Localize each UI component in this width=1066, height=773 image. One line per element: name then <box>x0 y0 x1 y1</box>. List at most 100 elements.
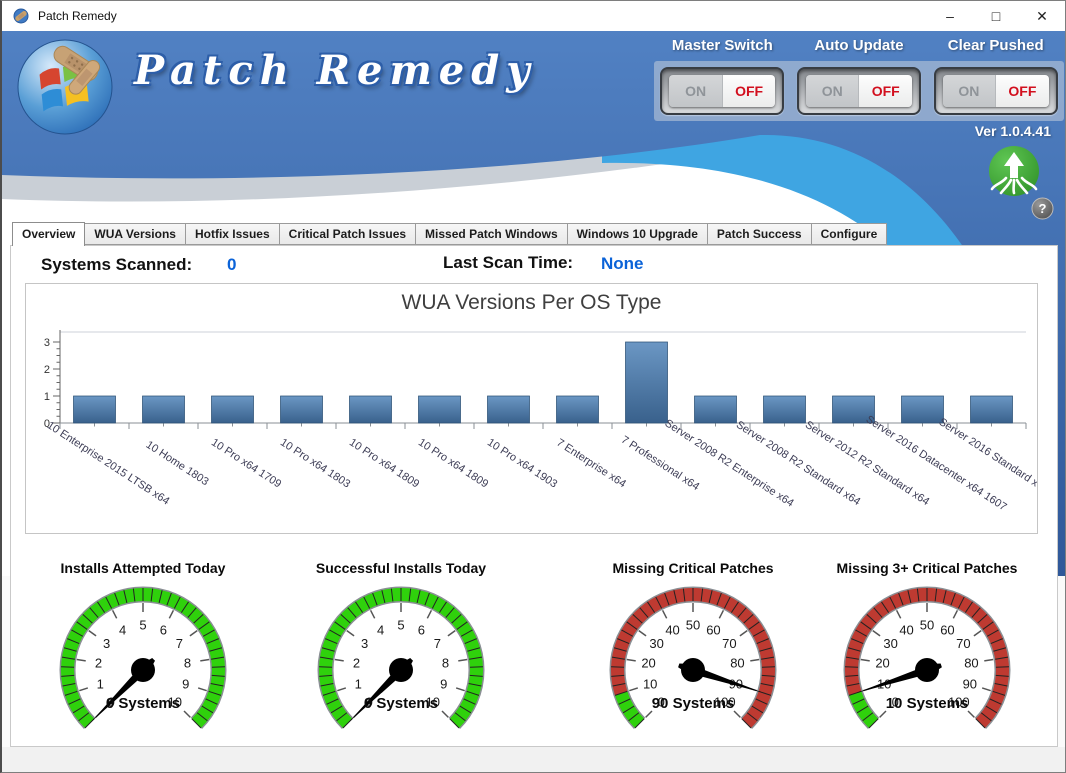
toggle-on-label[interactable]: ON <box>805 75 859 107</box>
overview-tab-page: Systems Scanned: 0 Last Scan Time: None … <box>10 245 1058 747</box>
tab-windows-10-upgrade[interactable]: Windows 10 Upgrade <box>567 223 708 245</box>
squid-update-icon[interactable] <box>988 145 1040 197</box>
bar-10-pro-x64-1803 <box>280 395 323 424</box>
gauge-value-label: 10 Systems <box>886 695 969 712</box>
gauge-dial: 0123456789100 Systems <box>59 586 227 730</box>
systems-scanned-value: 0 <box>227 255 237 274</box>
toggle-on-label[interactable]: ON <box>942 75 996 107</box>
gauge-tick-label: 2 <box>95 655 102 670</box>
systems-scanned-label: Systems Scanned: <box>41 255 193 274</box>
gauge-installs-attempted: Installs Attempted Today0123456789100 Sy… <box>43 560 243 746</box>
last-scan-value: None <box>601 254 644 273</box>
bar-10-enterprise-2015-ltsb-x64 <box>73 395 116 424</box>
tab-critical-patch-issues[interactable]: Critical Patch Issues <box>279 223 417 245</box>
gauge-title: Successful Installs Today <box>315 560 487 576</box>
gauge-tick-label: 8 <box>184 655 191 670</box>
switch-label-clear-pushed: Clear Pushed <box>947 37 1044 54</box>
gauge-value-label: 0 Systems <box>364 695 438 712</box>
tab-overview[interactable]: Overview <box>12 222 86 246</box>
svg-text:0: 0 <box>44 418 50 430</box>
gauge-tick-label: 100 <box>948 694 970 709</box>
bar-7-enterprise-x64 <box>556 395 599 424</box>
toggle-off-label[interactable]: OFF <box>995 75 1049 107</box>
gauge-tick-label: 80 <box>730 655 744 670</box>
switch-group: ON OFF ON OFF ON OFF <box>654 61 1064 121</box>
chart-title: WUA Versions Per OS Type <box>401 291 662 314</box>
help-glyph: ? <box>1039 201 1047 216</box>
gauge-tick-label: 60 <box>940 622 954 637</box>
window-title: Patch Remedy <box>38 9 117 23</box>
gauge-tick-label: 9 <box>440 676 447 691</box>
gauge-value-label: 0 Systems <box>106 695 180 712</box>
gauge-tick-label: 4 <box>377 622 384 637</box>
gauge-tick-label: 5 <box>139 618 146 633</box>
gauge-tick-label: 3 <box>103 636 110 651</box>
gauge-tick-label: 50 <box>920 618 934 633</box>
gauge-title: Missing Critical Patches <box>612 560 774 576</box>
toggle-clear-pushed[interactable]: ON OFF <box>933 67 1058 115</box>
gauge-tick-label: 2 <box>353 655 360 670</box>
x-axis-label: Server 2012 R2 Standard x64 <box>803 419 932 508</box>
tab-hotfix-issues[interactable]: Hotfix Issues <box>185 223 280 245</box>
gauge-title: Missing 3+ Critical Patches <box>836 560 1018 576</box>
gauge-tick-label: 9 <box>182 676 189 691</box>
tab-patch-success[interactable]: Patch Success <box>707 223 812 245</box>
switch-labels: Master Switch Auto Update Clear Pushed <box>654 37 1064 54</box>
toggle-on-label[interactable]: ON <box>669 75 722 107</box>
window-bottom-strip <box>2 747 1065 772</box>
gauge-tick-label: 20 <box>641 655 655 670</box>
bar-server-2008-r2-standard-x64 <box>763 395 806 424</box>
toggle-off-label[interactable]: OFF <box>858 75 912 107</box>
gauge-title: Installs Attempted Today <box>60 560 226 576</box>
gauge-tick-label: 100 <box>714 694 736 709</box>
bar-10-pro-x64-1709 <box>211 395 254 424</box>
gauge-tick-label: 6 <box>160 622 167 637</box>
gauge-tick-label: 7 <box>434 636 441 651</box>
switch-label-master-switch: Master Switch <box>671 37 773 54</box>
gauge-missing-critical: Missing Critical Patches 0 10 20 30 40 50 60 70 8… <box>593 560 793 746</box>
x-axis-label: Server 2008 R2 Enterprise x64 <box>663 417 796 509</box>
gauge-tick-label: 0 <box>658 694 665 709</box>
help-icon[interactable]: ? <box>1031 197 1054 220</box>
gauge-tick-label: 20 <box>875 655 889 670</box>
close-button[interactable]: ✕ <box>1036 8 1048 24</box>
gauge-tick-label: 0 <box>892 694 899 709</box>
x-axis-label: 10 Pro x64 1803 <box>278 436 352 490</box>
bar-10-pro-x64-1903 <box>487 395 530 424</box>
wua-versions-chart: WUA Versions Per OS Type 0 1 2 3 10 Enterpri… <box>25 283 1038 534</box>
svg-text:3: 3 <box>44 337 50 349</box>
gauge-tick-label: 10 <box>643 676 657 691</box>
gauge-tick-label: 6 <box>418 622 425 637</box>
gauge-tick-label: 1 <box>97 676 104 691</box>
tab-wua-versions[interactable]: WUA Versions <box>85 223 186 245</box>
title-bar: Patch Remedy – □ ✕ <box>2 1 1065 31</box>
tab-configure[interactable]: Configure <box>811 223 888 245</box>
gauge-tick-label: 8 <box>442 655 449 670</box>
svg-text:2: 2 <box>44 364 50 376</box>
minimize-button[interactable]: – <box>946 8 954 24</box>
gauge-tick-label: 70 <box>956 636 970 651</box>
gauge-tick-label: 40 <box>665 622 679 637</box>
bar-10-pro-x64-1809 <box>349 395 392 424</box>
bar-server-2012-r2-standard-x64 <box>832 395 875 424</box>
gauge-tick-label: 10 <box>168 694 182 709</box>
toggle-off-label[interactable]: OFF <box>721 75 776 107</box>
gauge-tick-label: 60 <box>706 622 720 637</box>
version-label: Ver 1.0.4.41 <box>974 123 1051 139</box>
bar-10-pro-x64-1809 <box>418 395 461 424</box>
toggle-master-switch[interactable]: ON OFF <box>660 67 785 115</box>
x-axis-label: 10 Pro x64 1903 <box>485 436 559 490</box>
gauge-dial: 010203040506070809010010 Systems <box>843 586 1011 730</box>
gauge-tick-label: 30 <box>649 636 663 651</box>
bar-10-home-1803 <box>142 395 185 424</box>
maximize-button[interactable]: □ <box>991 8 1001 24</box>
bar-7-professional-x64 <box>625 341 668 424</box>
toggle-auto-update[interactable]: ON OFF <box>796 67 921 115</box>
tab-missed-patch-windows[interactable]: Missed Patch Windows <box>416 223 568 245</box>
gauge-dial: 010203040506070809010090 Systems <box>609 586 777 730</box>
x-axis-label: 10 Pro x64 1709 <box>209 436 283 490</box>
gauge-tick-label: 10 <box>426 694 440 709</box>
x-axis-label: 10 Enterprise 2015 LTSB x64 <box>45 419 172 507</box>
svg-text:1: 1 <box>44 391 50 403</box>
gauge-tick-label: 70 <box>722 636 736 651</box>
